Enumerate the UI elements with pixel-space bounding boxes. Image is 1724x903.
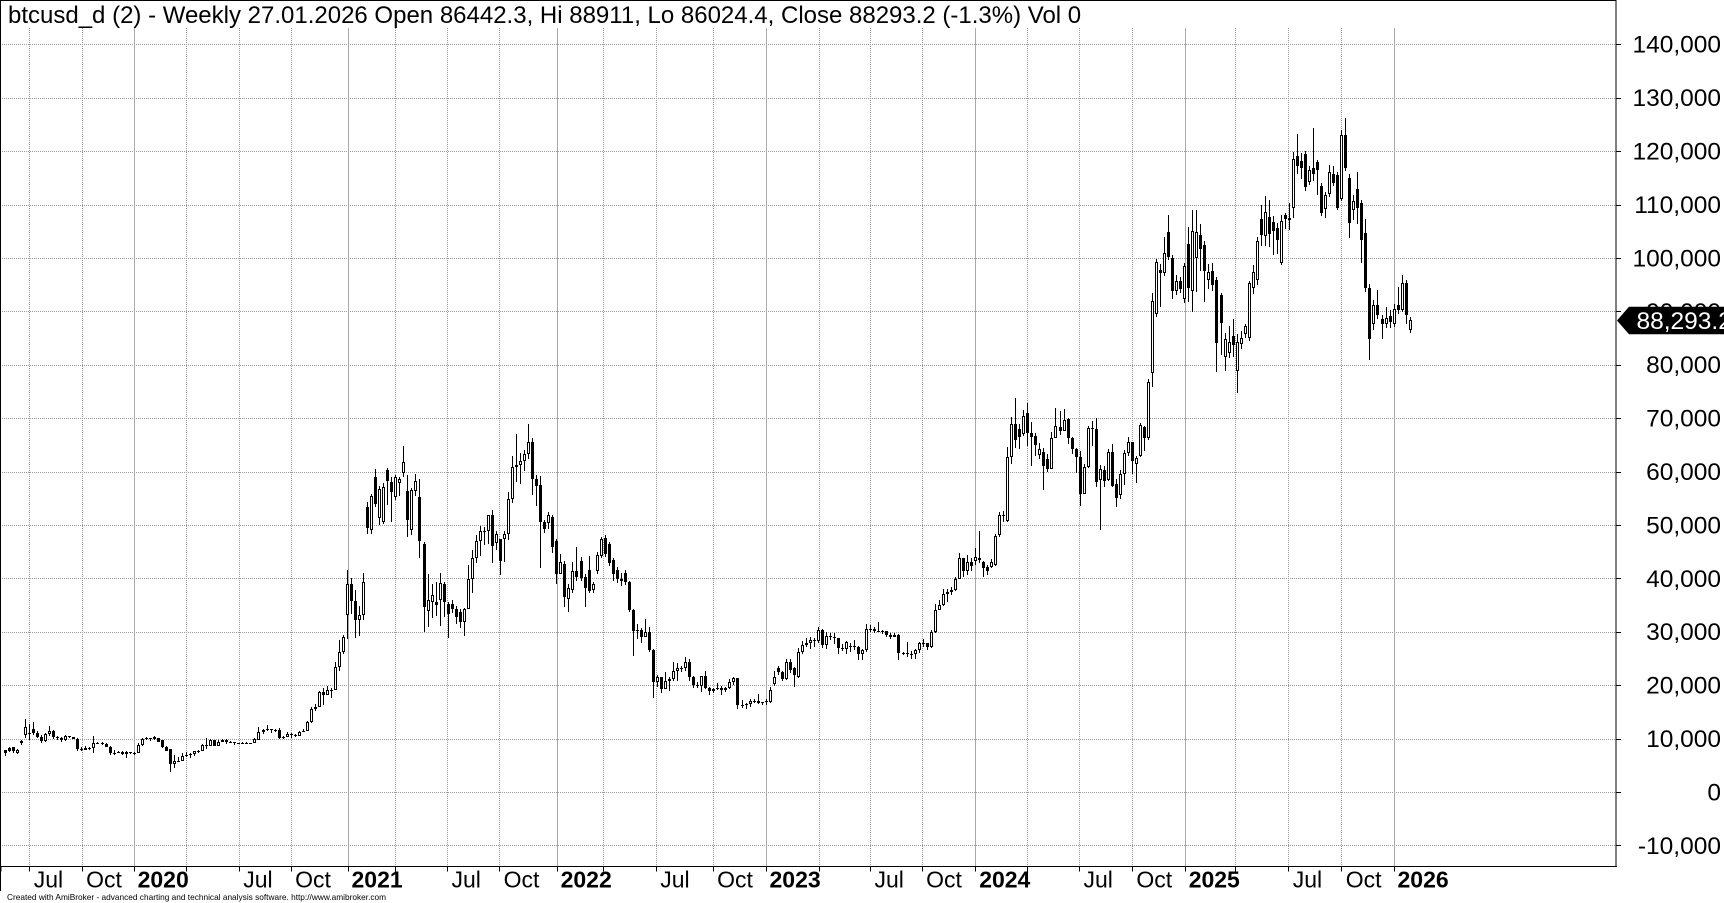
svg-text:40,000: 40,000 [1646, 566, 1721, 593]
svg-text:Oct: Oct [1136, 867, 1172, 893]
svg-text:88,293.2: 88,293.2 [1637, 308, 1724, 335]
svg-text:80,000: 80,000 [1646, 352, 1721, 379]
svg-text:60,000: 60,000 [1646, 459, 1721, 486]
svg-text:2023: 2023 [770, 867, 821, 893]
svg-text:20,000: 20,000 [1646, 673, 1721, 700]
svg-text:Oct: Oct [717, 867, 753, 893]
svg-text:130,000: 130,000 [1632, 85, 1721, 112]
svg-text:0: 0 [1707, 780, 1721, 807]
svg-text:Jul: Jul [1084, 867, 1113, 893]
svg-text:2022: 2022 [561, 867, 612, 893]
svg-text:120,000: 120,000 [1632, 139, 1721, 166]
svg-text:btcusd_d (2) - Weekly 27.01.20: btcusd_d (2) - Weekly 27.01.2026 Open 86… [8, 2, 1081, 29]
svg-text:Jul: Jul [243, 867, 272, 893]
svg-text:2025: 2025 [1189, 867, 1240, 893]
svg-text:70,000: 70,000 [1646, 406, 1721, 433]
svg-text:10,000: 10,000 [1646, 726, 1721, 753]
svg-text:Jul: Jul [34, 867, 63, 893]
svg-text:50,000: 50,000 [1646, 512, 1721, 539]
svg-text:140,000: 140,000 [1632, 32, 1721, 59]
svg-text:Created with AmiBroker - advan: Created with AmiBroker - advanced charti… [7, 892, 386, 902]
svg-text:Jul: Jul [452, 867, 481, 893]
svg-text:Oct: Oct [1346, 867, 1382, 893]
svg-text:Jul: Jul [1293, 867, 1322, 893]
svg-text:2021: 2021 [352, 867, 403, 893]
svg-text:110,000: 110,000 [1634, 192, 1721, 219]
svg-text:Jul: Jul [875, 867, 904, 893]
svg-text:2026: 2026 [1398, 867, 1449, 893]
svg-text:2020: 2020 [138, 867, 189, 893]
svg-text:Oct: Oct [295, 867, 331, 893]
svg-text:-10,000: -10,000 [1638, 833, 1721, 860]
svg-text:Oct: Oct [86, 867, 122, 893]
svg-text:30,000: 30,000 [1646, 619, 1721, 646]
svg-text:Oct: Oct [926, 867, 962, 893]
svg-text:100,000: 100,000 [1632, 245, 1721, 272]
svg-text:2024: 2024 [979, 867, 1030, 893]
svg-text:Jul: Jul [660, 867, 689, 893]
svg-text:Oct: Oct [504, 867, 540, 893]
